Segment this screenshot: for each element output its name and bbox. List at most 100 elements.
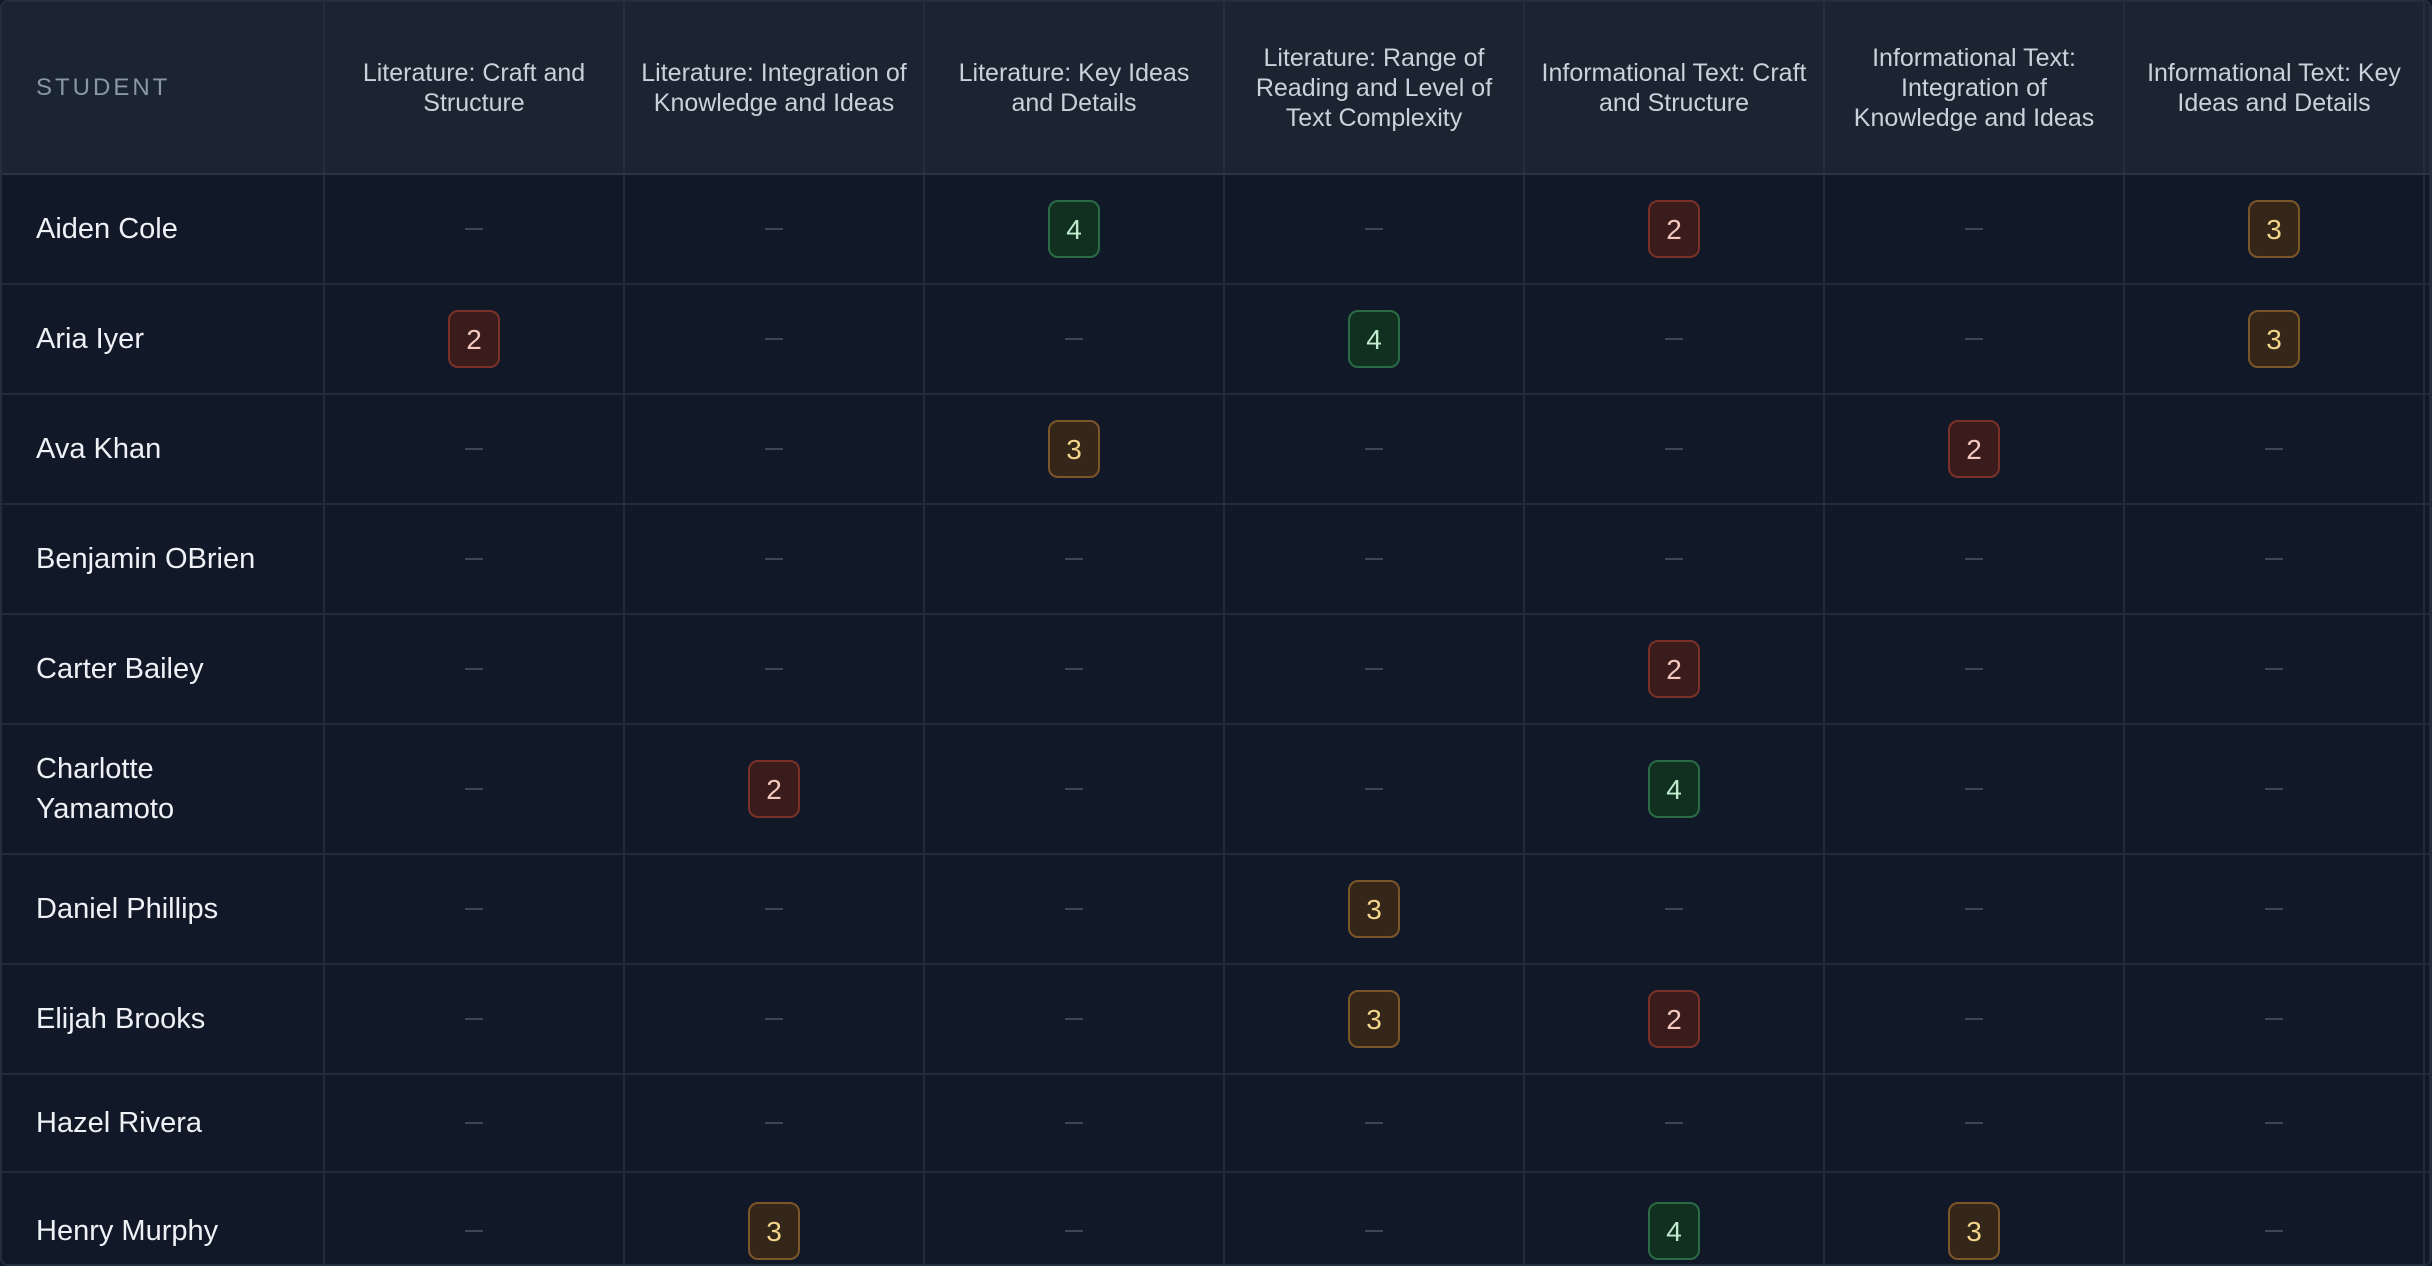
score-cell[interactable]: 3 bbox=[1224, 964, 1525, 1075]
standard-header[interactable]: Literature: Range of Reading and Level o… bbox=[1224, 2, 1525, 175]
score-cell[interactable] bbox=[1824, 284, 2125, 395]
score-cell[interactable]: 2 bbox=[324, 284, 625, 395]
score-cell[interactable] bbox=[1824, 504, 2125, 615]
score-cell[interactable] bbox=[2124, 964, 2425, 1075]
student-column-header[interactable]: STUDENT bbox=[2, 2, 325, 175]
score-cell[interactable]: 2 bbox=[1524, 174, 1825, 285]
score-badge[interactable]: 3 bbox=[1048, 420, 1100, 478]
score-cell[interactable] bbox=[924, 614, 1225, 725]
score-cell[interactable] bbox=[2124, 1172, 2425, 1264]
score-cell[interactable]: 4 bbox=[1524, 1172, 1825, 1264]
score-cell[interactable] bbox=[1824, 964, 2125, 1075]
score-cell[interactable] bbox=[924, 284, 1225, 395]
score-cell[interactable]: 4 bbox=[1524, 724, 1825, 855]
standard-header[interactable]: Literature: Integration of Knowledge and… bbox=[624, 2, 925, 175]
score-cell[interactable]: 4 bbox=[1224, 284, 1525, 395]
score-cell[interactable] bbox=[924, 1172, 1225, 1264]
score-cell[interactable] bbox=[1824, 724, 2125, 855]
score-cell[interactable] bbox=[1824, 174, 2125, 285]
score-cell[interactable]: 3 bbox=[1224, 854, 1525, 965]
score-cell[interactable] bbox=[1224, 1074, 1525, 1173]
score-cell[interactable] bbox=[1224, 1172, 1525, 1264]
score-cell[interactable] bbox=[2124, 504, 2425, 615]
score-cell[interactable] bbox=[1824, 614, 2125, 725]
score-cell[interactable]: 4 bbox=[924, 174, 1225, 285]
student-name[interactable]: Benjamin OBrien bbox=[2, 504, 325, 615]
score-cell[interactable] bbox=[1824, 1074, 2125, 1173]
standard-header[interactable]: Informational Text: Key Ideas and Detail… bbox=[2124, 2, 2425, 175]
score-cell[interactable] bbox=[2124, 394, 2425, 505]
score-cell[interactable] bbox=[1224, 394, 1525, 505]
score-cell[interactable] bbox=[324, 964, 625, 1075]
score-cell[interactable] bbox=[624, 964, 925, 1075]
score-badge[interactable]: 3 bbox=[1348, 880, 1400, 938]
score-cell[interactable] bbox=[324, 1172, 625, 1264]
score-cell[interactable] bbox=[2124, 614, 2425, 725]
score-cell[interactable]: 3 bbox=[2124, 284, 2425, 395]
score-cell[interactable] bbox=[324, 854, 625, 965]
score-cell[interactable] bbox=[924, 1074, 1225, 1173]
score-badge[interactable]: 2 bbox=[1648, 200, 1700, 258]
standard-header[interactable]: Informational Text: Craft and Structure bbox=[1524, 2, 1825, 175]
score-cell[interactable] bbox=[2124, 854, 2425, 965]
standard-header[interactable]: Informational Text: Integration of Knowl… bbox=[1824, 2, 2125, 175]
score-cell[interactable] bbox=[624, 614, 925, 725]
score-cell[interactable] bbox=[1224, 174, 1525, 285]
score-cell[interactable] bbox=[924, 854, 1225, 965]
student-name[interactable]: Elijah Brooks bbox=[2, 964, 325, 1075]
student-name[interactable]: Aiden Cole bbox=[2, 174, 325, 285]
score-badge[interactable]: 3 bbox=[1348, 990, 1400, 1048]
score-cell[interactable]: 3 bbox=[924, 394, 1225, 505]
score-cell[interactable]: 2 bbox=[1524, 964, 1825, 1075]
score-cell[interactable] bbox=[624, 854, 925, 965]
score-badge[interactable]: 3 bbox=[1948, 1202, 2000, 1260]
score-badge[interactable]: 4 bbox=[1648, 1202, 1700, 1260]
score-badge[interactable]: 2 bbox=[1648, 990, 1700, 1048]
student-name[interactable]: Hazel Rivera bbox=[2, 1074, 325, 1173]
student-name[interactable]: Ava Khan bbox=[2, 394, 325, 505]
standard-header[interactable]: Literature: Key Ideas and Details bbox=[924, 2, 1225, 175]
score-cell[interactable]: 3 bbox=[1824, 1172, 2125, 1264]
score-cell[interactable]: 2 bbox=[1524, 614, 1825, 725]
score-cell[interactable] bbox=[624, 1074, 925, 1173]
standard-header[interactable]: Literature: Craft and Structure bbox=[324, 2, 625, 175]
score-badge[interactable]: 4 bbox=[1348, 310, 1400, 368]
score-cell[interactable]: 3 bbox=[2124, 174, 2425, 285]
score-cell[interactable] bbox=[624, 394, 925, 505]
score-cell[interactable] bbox=[624, 174, 925, 285]
score-cell[interactable] bbox=[324, 174, 625, 285]
student-name[interactable]: Aria Iyer bbox=[2, 284, 325, 395]
score-cell[interactable] bbox=[624, 504, 925, 615]
student-name[interactable]: Daniel Phillips bbox=[2, 854, 325, 965]
score-badge[interactable]: 3 bbox=[2248, 200, 2300, 258]
score-cell[interactable]: 2 bbox=[624, 724, 925, 855]
score-cell[interactable] bbox=[1224, 504, 1525, 615]
score-cell[interactable] bbox=[1224, 614, 1525, 725]
score-cell[interactable]: 3 bbox=[624, 1172, 925, 1264]
score-badge[interactable]: 2 bbox=[1648, 640, 1700, 698]
score-cell[interactable] bbox=[2124, 1074, 2425, 1173]
score-cell[interactable]: 2 bbox=[1824, 394, 2125, 505]
score-cell[interactable] bbox=[1824, 854, 2125, 965]
score-cell[interactable] bbox=[1524, 394, 1825, 505]
score-badge[interactable]: 4 bbox=[1048, 200, 1100, 258]
score-cell[interactable] bbox=[1524, 504, 1825, 615]
score-cell[interactable] bbox=[924, 964, 1225, 1075]
score-cell[interactable] bbox=[924, 724, 1225, 855]
score-badge[interactable]: 2 bbox=[448, 310, 500, 368]
score-badge[interactable]: 3 bbox=[748, 1202, 800, 1260]
score-cell[interactable] bbox=[324, 504, 625, 615]
score-badge[interactable]: 3 bbox=[2248, 310, 2300, 368]
score-cell[interactable] bbox=[1524, 1074, 1825, 1173]
score-cell[interactable] bbox=[324, 1074, 625, 1173]
score-cell[interactable] bbox=[2124, 724, 2425, 855]
score-cell[interactable] bbox=[1224, 724, 1525, 855]
score-cell[interactable] bbox=[1524, 854, 1825, 965]
score-cell[interactable] bbox=[324, 614, 625, 725]
score-cell[interactable] bbox=[624, 284, 925, 395]
student-name[interactable]: Carter Bailey bbox=[2, 614, 325, 725]
score-badge[interactable]: 2 bbox=[1948, 420, 2000, 478]
student-name[interactable]: Charlotte Yamamoto bbox=[2, 724, 325, 855]
score-cell[interactable] bbox=[1524, 284, 1825, 395]
student-name[interactable]: Henry Murphy bbox=[2, 1172, 325, 1264]
